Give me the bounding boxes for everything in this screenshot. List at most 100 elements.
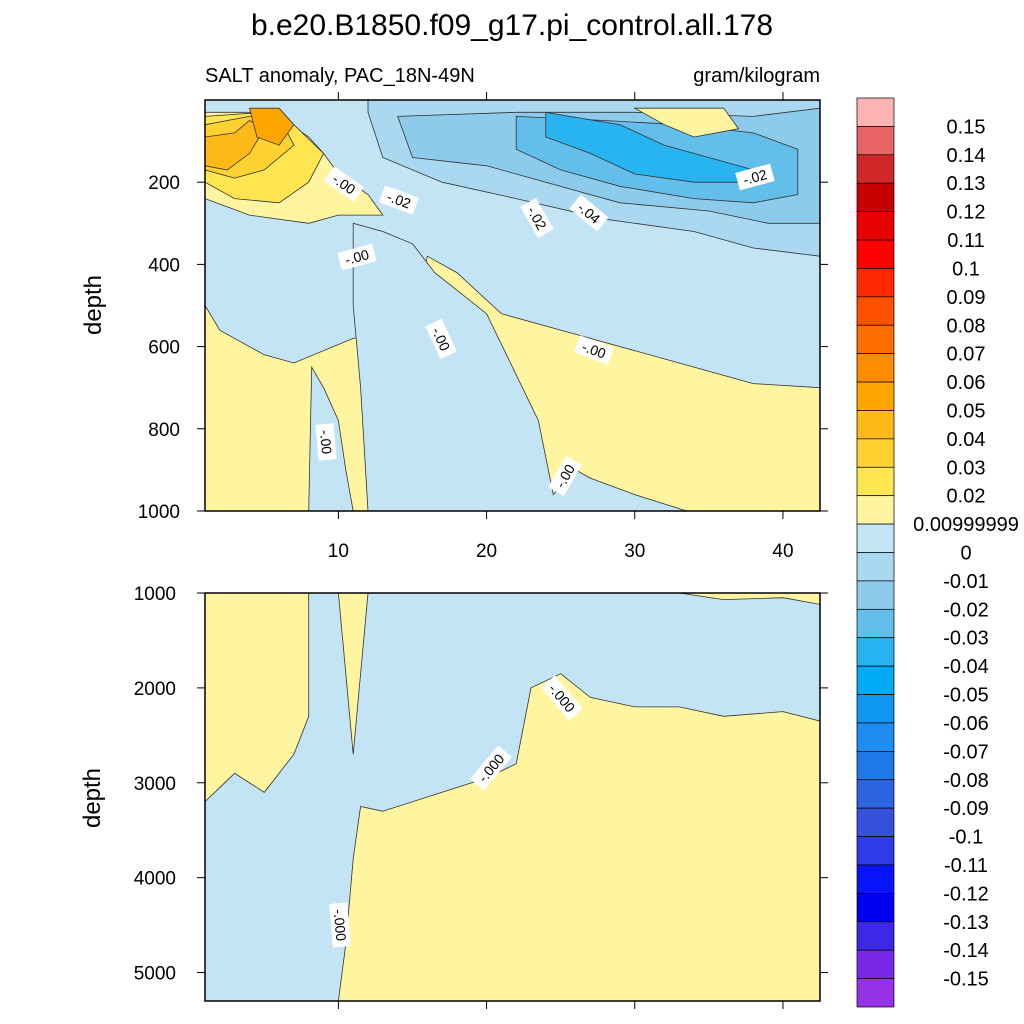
lower-ytick-label: 4000 (134, 869, 176, 890)
lower-ytick-label: 3000 (134, 774, 176, 795)
colorbar-label: 0.02 (947, 486, 986, 508)
colorbar-label: 0.06 (947, 372, 986, 394)
lower-spike-positive (337, 593, 369, 755)
upper-ytick-label: 400 (148, 255, 180, 276)
upper-contour-label-box (548, 455, 582, 497)
upper-ytick-label: 1000 (138, 502, 180, 523)
colorbar-swatch (856, 97, 895, 127)
colorbar-swatch (856, 893, 895, 923)
lower-ylabel: depth (79, 768, 106, 828)
upper-warm-3 (205, 120, 265, 171)
upper-contour-label-text: -.00 (317, 429, 335, 455)
lower-contour-label: -.000 (329, 902, 351, 948)
upper-ticks: 200 400 600 800 1000 10 20 30 40 (138, 92, 828, 562)
colorbar-swatch (856, 353, 895, 383)
colorbar-swatch (856, 580, 895, 610)
colorbar-swatch (856, 949, 895, 979)
colorbar-swatch (856, 154, 895, 184)
upper-contour-label-text: -.00 (580, 338, 608, 361)
upper-contour-label: -.00 (574, 335, 614, 365)
colorbar-swatch (856, 978, 895, 1008)
colorbar-swatch (856, 552, 895, 582)
colorbar-label: 0.14 (947, 145, 986, 167)
upper-contour-label-box (569, 194, 609, 232)
subtitle-left: SALT anomaly, PAC_18N-49N (205, 65, 475, 87)
colorbar-swatch (856, 694, 895, 724)
upper-ytick-label: 800 (148, 420, 180, 441)
colorbar-label: 0 (960, 543, 971, 565)
upper-xtick-label: 20 (476, 541, 497, 562)
colorbar-label: 0.13 (947, 173, 986, 195)
upper-xtick-label: 10 (328, 541, 349, 562)
colorbar-label: 0.07 (947, 344, 986, 366)
colorbar-label: 0.00999999 (913, 514, 1019, 536)
colorbar-label: 0.04 (947, 429, 986, 451)
upper-contour-label: -.02 (379, 185, 419, 215)
colorbar-swatch (856, 665, 895, 695)
colorbar-label: 0.15 (947, 116, 986, 138)
upper-ylabel: depth (80, 275, 107, 335)
colorbar-label: 0.12 (947, 202, 986, 224)
colorbar-swatch (856, 495, 895, 525)
upper-field (205, 100, 820, 511)
lower-contour-label-text: -.000 (331, 908, 350, 941)
colorbar-swatch (856, 637, 895, 667)
subtitle-right: gram/kilogram (693, 65, 820, 87)
colorbar-swatch (856, 268, 895, 298)
upper-contour-label-box (324, 166, 364, 202)
upper-xtick-label: 30 (624, 541, 645, 562)
colorbar-swatch (856, 779, 895, 809)
upper-contour-labels: -.00-.02-.00-.00-.00-.00-.02 -.04-.00-.02 (315, 163, 775, 497)
colorbar-swatch (856, 750, 895, 781)
figure-title: b.e20.B1850.f09_g17.pi_control.all.178 (251, 9, 773, 42)
colorbar-swatch (856, 324, 895, 355)
colorbar-label: -0.13 (943, 912, 989, 934)
upper-contour-label-text: -.02 (385, 188, 413, 211)
upper-contour-label-box (520, 197, 554, 239)
colorbar-swatch (856, 836, 895, 866)
colorbar-label: -0.03 (943, 628, 989, 650)
lower-ticks: 1000 2000 3000 4000 5000 (134, 584, 828, 1009)
upper-surface-patch (633, 107, 740, 138)
colorbar-label: 0.11 (947, 230, 984, 252)
lower-ytick-label: 2000 (134, 679, 176, 700)
colorbar-label: 0.1 (952, 258, 980, 280)
colorbar-label: -0.15 (943, 969, 989, 991)
colorbar-label: 0.08 (947, 315, 986, 337)
lower-contour-label-box (470, 745, 512, 791)
colorbar-label: -0.08 (943, 770, 989, 792)
upper-ytick-label: 200 (148, 173, 180, 194)
lower-top-positive (679, 593, 820, 605)
upper-contour-label-text: -.00 (343, 246, 371, 268)
lower-contour-label-box (329, 902, 351, 948)
colorbar-label: 0.09 (947, 287, 986, 309)
colorbar-swatch (856, 807, 895, 837)
lower-field (205, 593, 820, 1001)
colorbar-label: -0.01 (943, 571, 989, 593)
upper-ytick-label: 600 (148, 338, 180, 359)
colorbar-label: -0.09 (943, 798, 989, 820)
upper-contour-label-box (379, 185, 419, 215)
colorbar-swatch (856, 410, 895, 440)
upper-warm-4 (248, 107, 295, 146)
lower-east-positive (337, 673, 820, 1001)
lower-frame (204, 592, 821, 1002)
colorbar-label: -0.02 (943, 599, 989, 621)
colorbar-swatch (856, 182, 895, 212)
colorbar-swatch (856, 523, 895, 553)
upper-contour-label-box (315, 423, 337, 461)
colorbar-label: -0.11 (944, 855, 988, 877)
colorbar-swatch (856, 722, 895, 752)
colorbar-label: -0.05 (943, 685, 989, 707)
lower-west-positive (205, 593, 310, 803)
upper-xtick-label: 40 (772, 541, 793, 562)
colorbar-swatch (856, 466, 895, 497)
colorbar-swatch (856, 438, 895, 468)
upper-contour-label-text: -.02 (741, 166, 769, 188)
colorbar-swatch (856, 381, 895, 411)
colorbar-label: 0.03 (947, 457, 986, 479)
lower-ytick-label: 1000 (134, 584, 176, 605)
colorbar-swatch (856, 126, 895, 156)
